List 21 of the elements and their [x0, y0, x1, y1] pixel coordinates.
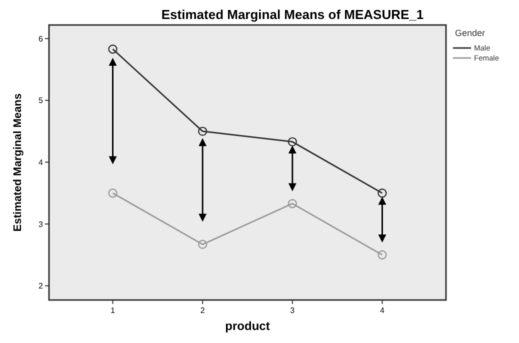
- y-tick-label: 4: [38, 158, 44, 167]
- point: [378, 188, 387, 198]
- y-axis-title: Estimated Marginal Means: [12, 93, 24, 232]
- y-tick-label: 3: [38, 220, 44, 229]
- x-axis-title: product: [225, 319, 270, 333]
- legend-title: Gender: [455, 28, 486, 38]
- chart-title: Estimated Marginal Means of MEASURE_1: [161, 7, 424, 22]
- point: [108, 188, 118, 198]
- y-tick-label: 2: [38, 282, 44, 291]
- point: [108, 44, 118, 54]
- x-tick-label: 2: [200, 306, 206, 315]
- point: [288, 198, 298, 208]
- point: [378, 250, 387, 260]
- y-tick-label: 6: [38, 34, 44, 44]
- x-tick-label: 1: [110, 306, 116, 315]
- point: [198, 126, 208, 136]
- x-tick-label: 3: [290, 306, 296, 315]
- point: [198, 240, 208, 249]
- x-tick-label: 4: [380, 306, 385, 315]
- point: [288, 137, 298, 146]
- y-tick-label: 5: [38, 96, 44, 106]
